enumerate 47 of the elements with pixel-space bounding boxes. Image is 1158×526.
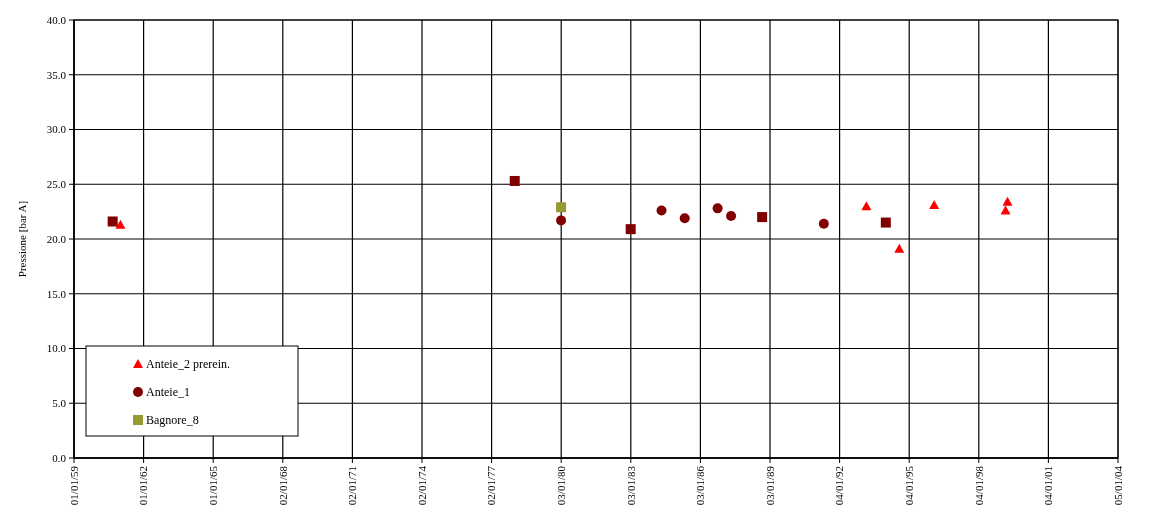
point <box>929 200 940 210</box>
point <box>894 243 905 253</box>
point <box>712 203 723 214</box>
point <box>679 213 690 224</box>
x-tick-label: 05/01/04 <box>1111 465 1124 506</box>
y-tick-label: 5.0 <box>52 397 67 410</box>
point <box>757 212 768 223</box>
point <box>1002 196 1013 206</box>
y-tick-label: 10.0 <box>46 342 67 355</box>
x-tick-label: 01/01/62 <box>137 466 150 506</box>
point <box>107 216 118 227</box>
x-tick-label: 03/01/89 <box>763 465 776 506</box>
point <box>656 205 667 216</box>
point <box>556 202 567 213</box>
x-tick-label: 03/01/83 <box>624 465 637 506</box>
y-tick-label: 20.0 <box>46 232 67 245</box>
legend-label: Bagnore_8 <box>146 413 199 428</box>
x-tick-label: 03/01/80 <box>555 465 568 506</box>
point <box>1000 205 1011 215</box>
y-axis-title: Pressione [bar A] <box>16 200 28 278</box>
point <box>556 215 567 226</box>
x-tick-label: 03/01/86 <box>694 465 707 506</box>
x-tick-label: 01/01/59 <box>67 465 80 506</box>
x-tick-label: 01/01/65 <box>207 465 220 506</box>
point <box>115 219 126 229</box>
y-tick-label: 30.0 <box>46 123 67 136</box>
x-tick-label: 04/01/95 <box>903 465 916 506</box>
x-tick-label: 02/01/74 <box>415 465 428 506</box>
legend-label: Anteie_2 prerein. <box>146 357 230 372</box>
y-tick-label: 40.0 <box>46 13 67 26</box>
point <box>880 217 891 228</box>
point <box>861 201 872 211</box>
x-tick-label: 02/01/77 <box>485 465 498 506</box>
x-tick-label: 02/01/68 <box>276 465 289 506</box>
point <box>509 175 520 186</box>
point <box>625 224 636 235</box>
point <box>818 218 829 229</box>
y-tick-label: 0.0 <box>52 451 67 464</box>
x-tick-label: 04/01/98 <box>972 465 985 506</box>
x-tick-label: 04/01/01 <box>1042 466 1055 506</box>
y-tick-label: 15.0 <box>46 287 67 300</box>
y-tick-label: 35.0 <box>46 68 67 81</box>
x-tick-label: 02/01/71 <box>346 466 359 506</box>
x-tick-label: 04/01/92 <box>833 466 846 506</box>
y-tick-label: 25.0 <box>46 178 67 191</box>
point <box>726 211 737 222</box>
legend-label: Anteie_1 <box>146 385 190 400</box>
